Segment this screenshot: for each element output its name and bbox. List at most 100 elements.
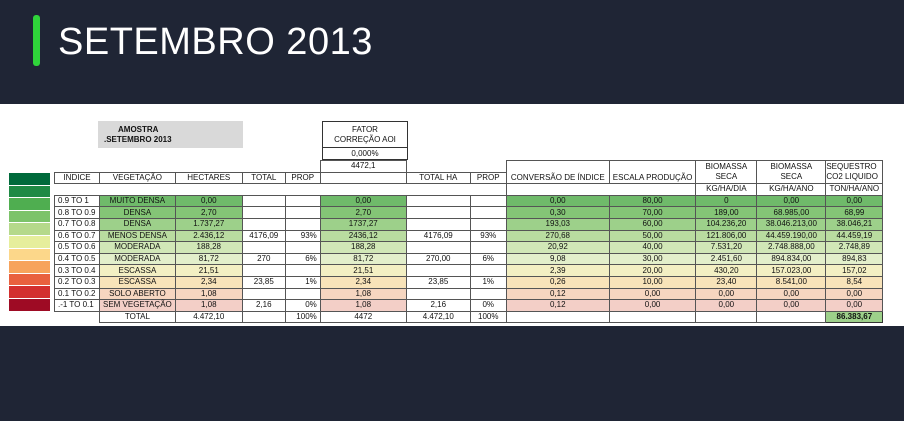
total-cell: 4176,09: [241, 229, 286, 243]
total-cell: [241, 206, 286, 219]
escala-cell: 30,00: [608, 252, 697, 266]
fator-cell: 2436,12: [319, 229, 407, 243]
hectares-cell: 2,70: [174, 206, 243, 219]
biomassa-ano-cell: 0,00: [756, 299, 827, 312]
biomassa-ano-cell: 68.985,00: [756, 206, 827, 219]
table-row: 0.1 TO 0.2 SOLO ABERTO 1,08 1,08 0,12 0,00 0,0…: [54, 287, 884, 301]
biomassa-dia-cell: 0: [695, 194, 758, 208]
fator-percent-box: 0,000%: [322, 148, 408, 160]
prop-cell: [284, 264, 321, 277]
prop2-cell: 6%: [469, 252, 507, 266]
conversao-cell: 0,00: [505, 194, 610, 208]
vegetacao-cell: ESCASSA: [99, 264, 176, 277]
fator-cell: 0,00: [319, 194, 407, 208]
hectares-cell: 21,51: [174, 264, 243, 277]
indice-cell: 0.5 TO 0.6: [54, 241, 100, 254]
prop2-cell: 1%: [469, 275, 507, 289]
indice-cell: 0.7 TO 0.8: [54, 217, 100, 231]
amostra-label-box: AMOSTRA .SETEMBRO 2013: [98, 121, 243, 148]
hectares-cell: 1.737,27: [174, 217, 243, 231]
indice-cell: .-1 TO 0.1: [54, 299, 100, 312]
header-units-row: KG/HA/DIA KG/HA/ANO TON/HA/ANO: [55, 183, 884, 196]
escala-cell: 10,00: [608, 275, 697, 289]
total-ha-cell: [405, 206, 471, 219]
slide-title: SETEMBRO 2013: [58, 21, 373, 63]
color-legend: [9, 173, 50, 312]
header-biomassa-ano-1: BIOMASSA: [770, 162, 813, 172]
header-unit-dia: KG/HA/DIA: [695, 183, 758, 196]
escala-cell: 40,00: [608, 241, 697, 254]
vegetacao-cell: MODERADA: [99, 252, 176, 266]
header-biomassa-ano-2: SECA: [780, 172, 803, 182]
biomassa-ano-cell: 8.541,00: [756, 275, 827, 289]
total-total-ha: 4.472,10: [405, 310, 471, 324]
prop-cell: 0%: [284, 299, 321, 312]
conversao-cell: 0,12: [505, 287, 610, 301]
legend-swatch: [9, 210, 50, 223]
fator-cell: 188,28: [319, 241, 407, 254]
prop-cell: [284, 217, 321, 231]
total-sequestro: 86.383,67: [825, 310, 884, 324]
legend-swatch: [9, 248, 50, 261]
sequestro-cell: 0,00: [825, 194, 884, 208]
prop2-cell: [469, 217, 507, 231]
legend-swatch: [9, 235, 50, 248]
total-cell: 2,16: [241, 299, 286, 312]
hectares-cell: 188,28: [174, 241, 243, 254]
total-hectares: 4.472,10: [174, 310, 243, 324]
escala-cell: 80,00: [608, 194, 697, 208]
total-ha-cell: 23,85: [405, 275, 471, 289]
biomassa-dia-cell: 121.806,00: [695, 229, 758, 243]
prop2-cell: 93%: [469, 229, 507, 243]
sequestro-cell: 68,99: [825, 206, 884, 219]
biomassa-dia-cell: 0,00: [695, 299, 758, 312]
header-biomassa-ano: BIOMASSA SECA: [756, 159, 827, 185]
biomassa-ano-cell: 44.459.190,00: [756, 229, 827, 243]
conversao-cell: 9,08: [505, 252, 610, 266]
legend-swatch: [9, 286, 50, 298]
total-cell: [241, 194, 286, 208]
vegetacao-cell: MODERADA: [99, 241, 176, 254]
fator-sublabel: CORREÇÃO AOI: [334, 134, 396, 144]
fator-cell: 2,34: [319, 275, 407, 289]
escala-cell: 20,00: [608, 264, 697, 277]
header-row: INDICE VEGETAÇÃO HECTARES TOTAL PROP TOT…: [54, 171, 883, 185]
hectares-cell: 0,00: [174, 194, 243, 208]
biomassa-dia-cell: 430,20: [695, 264, 758, 277]
total-cell: [241, 217, 286, 231]
vegetacao-cell: ESCASSA: [99, 275, 176, 289]
total-label: TOTAL: [99, 310, 176, 324]
prop-cell: [284, 287, 321, 301]
header-unit-seq: TON/HA/ANO: [825, 183, 884, 196]
hectares-cell: 81,72: [174, 252, 243, 266]
conversao-cell: 0,26: [505, 275, 610, 289]
header-unit-ano: KG/HA/ANO: [756, 183, 827, 196]
fator-value: 4472,1: [319, 160, 407, 173]
biomassa-dia-cell: 2.451,60: [695, 252, 758, 266]
total-fator: 4472: [319, 310, 407, 324]
table-row: .-1 TO 0.1 SEM VEGETAÇÃO 1,08 2,16 0% 1,08 2,1…: [54, 299, 884, 312]
table-row: 0.5 TO 0.6 MODERADA 188,28 188,28 20,92 40,00…: [54, 241, 884, 254]
table-row: 0.3 TO 0.4 ESCASSA 21,51 21,51 2,39 20,00 430,…: [54, 264, 884, 277]
sequestro-cell: 2.748,89: [825, 241, 884, 254]
legend-swatch: [9, 273, 50, 286]
table-row: 0.9 TO 1 MUITO DENSA 0,00 0,00 0,00 80,00 0 0,0…: [54, 194, 884, 208]
conversao-cell: 193,03: [505, 217, 610, 231]
header-total: TOTAL: [241, 171, 286, 185]
amostra-date: .SETEMBRO 2013: [104, 134, 172, 144]
conversao-cell: 270,68: [505, 229, 610, 243]
sequestro-cell: 44.459,19: [825, 229, 884, 243]
legend-swatch: [9, 198, 50, 210]
fator-cell: 21,51: [319, 264, 407, 277]
header-vegetacao: VEGETAÇÃO: [99, 171, 176, 185]
header-prop: PROP: [284, 171, 321, 185]
legend-swatch: [9, 261, 50, 273]
conversao-cell: 0,12: [505, 299, 610, 312]
header-hectares: HECTARES: [174, 171, 243, 185]
results-table: 4472,1 CONVERSÃO DE ÍNDICE ESCALA PRODUÇ…: [54, 159, 884, 324]
conversao-cell: 2,39: [505, 264, 610, 277]
total-cell: 23,85: [241, 275, 286, 289]
fator-percent: 0,000%: [351, 148, 379, 158]
hectares-cell: 1,08: [174, 299, 243, 312]
indice-cell: 0.6 TO 0.7: [54, 229, 100, 243]
